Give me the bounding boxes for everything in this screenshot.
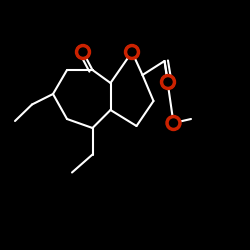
Circle shape (164, 78, 172, 86)
Circle shape (124, 44, 140, 60)
Circle shape (79, 48, 87, 56)
Circle shape (76, 44, 90, 60)
Circle shape (128, 48, 136, 56)
Circle shape (166, 116, 181, 130)
Circle shape (160, 74, 176, 90)
Circle shape (170, 119, 177, 127)
